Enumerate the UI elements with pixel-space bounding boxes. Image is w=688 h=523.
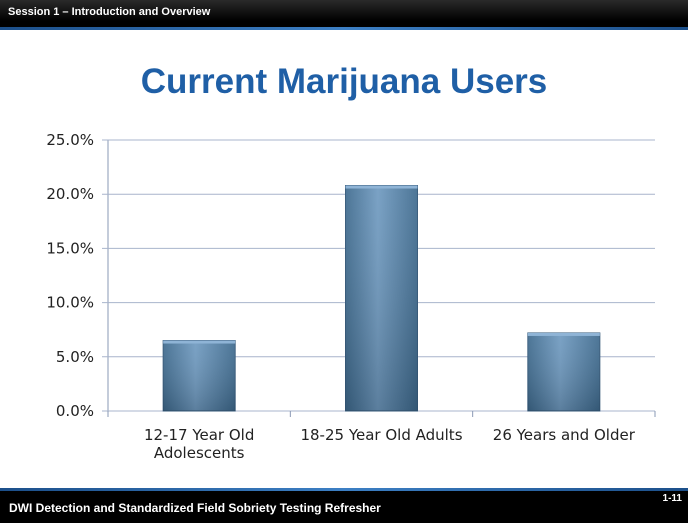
- y-tick-label: 10.0%: [46, 294, 94, 312]
- bar-shading: [163, 340, 236, 411]
- bar-chart: 0.0% 5.0% 10.0% 15.0% 20.0% 25.0% 12-17 Year O…: [46, 131, 656, 462]
- bar-shading: [345, 185, 418, 411]
- x-category-label: 26 Years and Older: [493, 426, 636, 444]
- bar-top-highlight: [527, 332, 600, 336]
- bar-top-highlight: [163, 340, 236, 344]
- y-tick-label: 0.0%: [56, 402, 94, 420]
- y-tick-label: 25.0%: [46, 131, 94, 149]
- y-tick-label: 5.0%: [56, 348, 94, 366]
- x-category-label: Adolescents: [154, 444, 245, 462]
- slide-title: Current Marijuana Users: [140, 62, 548, 101]
- page-number: 1-11: [662, 493, 682, 504]
- x-category-label: 12-17 Year Old: [144, 426, 254, 444]
- x-category-label: 18-25 Year Old Adults: [300, 426, 462, 444]
- session-label: Session 1 – Introduction and Overview: [8, 6, 211, 18]
- bar-shading: [527, 332, 600, 411]
- bar-top-highlight: [345, 185, 418, 189]
- footer-accent-line: [0, 488, 688, 491]
- footer-bar: DWI Detection and Standardized Field Sob…: [0, 488, 688, 523]
- y-tick-label: 15.0%: [46, 239, 94, 257]
- header-accent-line: [0, 27, 688, 30]
- header-bar: Session 1 – Introduction and Overview: [0, 0, 688, 30]
- course-title: DWI Detection and Standardized Field Sob…: [9, 501, 381, 515]
- y-tick-label: 20.0%: [46, 185, 94, 203]
